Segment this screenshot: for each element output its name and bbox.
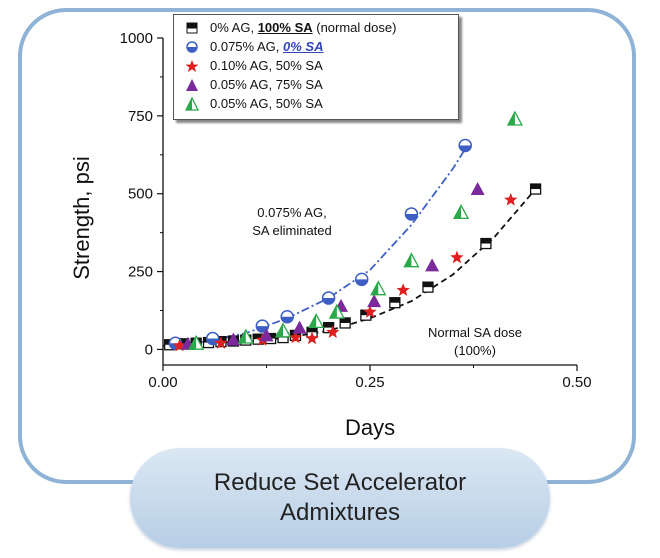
- legend-item-3: 0.05% AG, 75% SA: [174, 76, 458, 94]
- axes: 0 250 500 750 1000 0.00 0.25 0.50: [120, 30, 592, 391]
- data-point-square-fill: [178, 338, 189, 344]
- data-point-star: [288, 330, 303, 344]
- legend-label: 0% AG, 100% SA (normal dose): [210, 20, 397, 35]
- data-point-square-fill: [530, 184, 541, 190]
- legend-label: 0.10% AG, 50% SA: [210, 58, 323, 73]
- data-point-circle-fill: [206, 338, 219, 345]
- data-point-star: [305, 331, 319, 345]
- legend-square-marker: [186, 22, 198, 34]
- data-point-circle-fill: [281, 316, 294, 323]
- data-point-triangle-fill: [371, 281, 379, 295]
- data-point-triangle: [470, 182, 485, 196]
- data-point-triangle: [226, 332, 241, 346]
- data-point-star: [214, 336, 228, 349]
- legend-item-4: 0.05% AG, 50% SA: [174, 95, 458, 113]
- data-point-circle-fill: [405, 213, 418, 220]
- data-point-square-fill: [340, 317, 351, 323]
- legend-item-2: 0.10% AG, 50% SA: [174, 57, 458, 75]
- data-point-triangle-fill: [329, 305, 337, 319]
- data-point-triangle-fill: [238, 329, 246, 343]
- legend-label: 0.05% AG, 75% SA: [210, 77, 323, 92]
- caption-banner: Reduce Set Accelerator Admixtures: [130, 448, 550, 548]
- data-point-star: [396, 283, 410, 296]
- x-axis-title: Days: [345, 415, 396, 440]
- y-tick-label: 250: [128, 264, 153, 281]
- y-tick-label: 0: [145, 341, 153, 358]
- data-point-square-fill: [253, 334, 264, 340]
- legend-label: 0.075% AG, 0% SA: [210, 39, 324, 54]
- annotation-normal: Normal SA dose (100%): [405, 324, 545, 360]
- data-point-square-fill: [422, 282, 433, 288]
- y-tick-label: 750: [128, 108, 153, 125]
- data-point-triangle-fill: [507, 111, 515, 125]
- legend-label: 0.05% AG, 50% SA: [210, 96, 323, 111]
- data-point-triangle: [292, 320, 307, 334]
- legend-triangle-marker: [186, 79, 198, 91]
- y-axis-title: Strength, psi: [69, 156, 94, 280]
- annotation-blue-line2: SA eliminated: [252, 223, 332, 238]
- annotation-blue: 0.075% AG, SA eliminated: [222, 204, 362, 240]
- data-point-star: [450, 250, 464, 264]
- caption-line1: Reduce Set Accelerator: [213, 469, 467, 496]
- data-point-triangle-fill: [454, 205, 462, 219]
- legend-triangle-marker: [184, 96, 200, 111]
- data-point-star: [172, 338, 187, 352]
- data-point-circle-fill: [459, 145, 472, 152]
- data-point-star: [504, 192, 518, 206]
- data-points: [163, 110, 542, 352]
- data-point-square-fill: [323, 322, 334, 328]
- y-tick-label: 500: [128, 186, 153, 203]
- data-point-star: [326, 325, 340, 338]
- annotation-normal-line2: (100%): [454, 343, 496, 358]
- legend-item-0: 0% AG, 100% SA (normal dose): [174, 19, 458, 37]
- data-point-triangle: [259, 328, 274, 342]
- data-point-circle-fill: [355, 279, 368, 286]
- legend-star-marker: [185, 60, 199, 72]
- legend-item-1: 0.075% AG, 0% SA: [174, 38, 458, 56]
- data-point-triangle-fill: [276, 323, 284, 337]
- data-point-triangle: [425, 258, 440, 272]
- legend-circle-marker: [186, 41, 198, 53]
- data-point-square-fill: [307, 327, 318, 333]
- data-point-square-fill: [389, 297, 400, 303]
- x-tick-label: 0.00: [148, 374, 177, 391]
- fit-lines: [162, 141, 537, 347]
- x-tick-label: 0.25: [355, 374, 384, 391]
- data-point-square-fill: [360, 310, 371, 316]
- data-point-circle-fill: [322, 298, 335, 305]
- annotation-blue-line1: 0.075% AG,: [257, 205, 327, 220]
- data-point-triangle: [367, 294, 382, 308]
- annotation-normal-line1: Normal SA dose: [428, 325, 522, 340]
- data-point-triangle-fill: [189, 336, 197, 350]
- data-point-square-fill: [480, 238, 491, 244]
- data-point-triangle-fill: [309, 314, 317, 328]
- data-point-star: [363, 305, 377, 318]
- caption-line2: Admixtures: [279, 499, 401, 526]
- x-tick-label: 0.50: [562, 374, 591, 391]
- legend: 0% AG, 100% SA (normal dose) 0.075% AG, …: [173, 14, 459, 120]
- y-tick-label: 1000: [120, 30, 153, 47]
- data-point-triangle-fill: [404, 253, 412, 267]
- data-point-square-fill: [265, 333, 276, 339]
